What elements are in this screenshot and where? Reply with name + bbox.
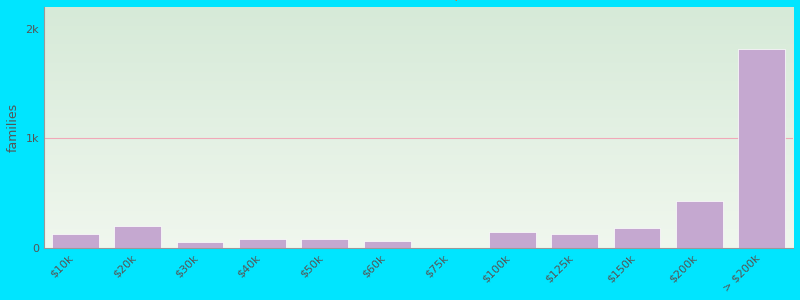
- Bar: [52, 235, 98, 248]
- Bar: [738, 49, 786, 247]
- Bar: [177, 242, 223, 248]
- Text: Asian residents in Issaquah, WA: Asian residents in Issaquah, WA: [278, 0, 522, 1]
- Bar: [489, 232, 535, 248]
- Bar: [551, 235, 598, 248]
- Bar: [364, 241, 410, 248]
- Bar: [302, 239, 348, 247]
- Bar: [114, 226, 161, 247]
- Y-axis label: families: families: [7, 103, 20, 152]
- Bar: [239, 239, 286, 247]
- Bar: [676, 201, 723, 248]
- Bar: [614, 229, 661, 247]
